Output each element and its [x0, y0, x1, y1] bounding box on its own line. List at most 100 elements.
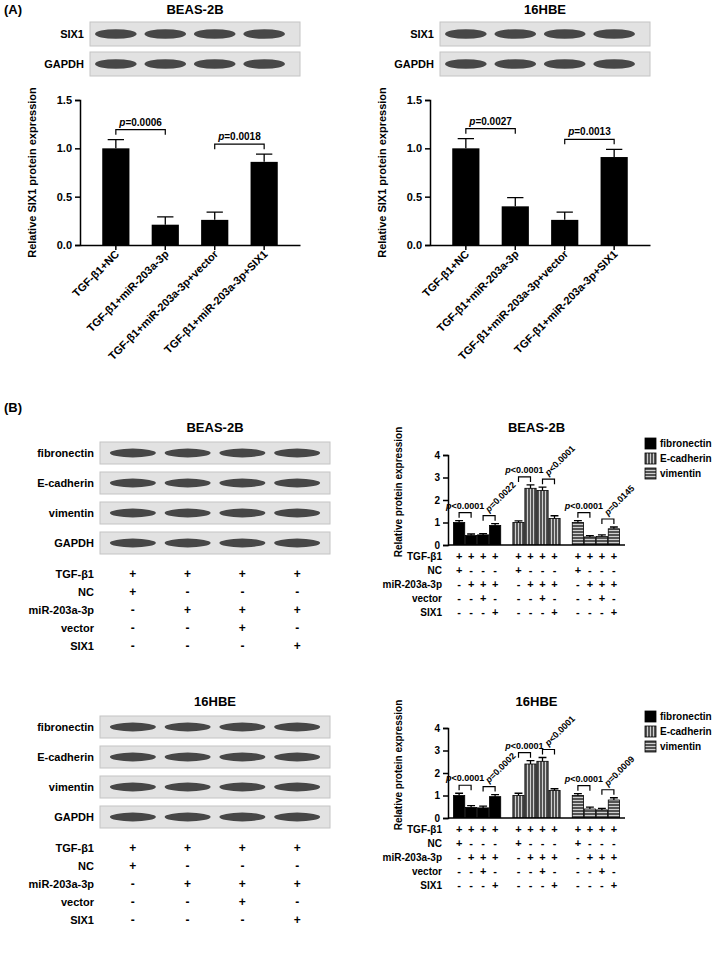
- blot-band: [165, 539, 211, 548]
- condition-sign: -: [295, 621, 299, 635]
- significance-bracket: [602, 790, 614, 795]
- bar: [549, 518, 560, 545]
- blot-band: [194, 59, 236, 69]
- condition-label: vector: [61, 622, 95, 634]
- y-tick-label: 1.0: [407, 142, 422, 154]
- y-tick-mark: [443, 522, 448, 524]
- bar: [152, 225, 179, 245]
- blot-band: [219, 539, 265, 548]
- significance-bracket: [466, 129, 515, 134]
- condition-sign: +: [294, 567, 301, 581]
- condition-sign: +: [527, 550, 533, 562]
- significance-bracket: [483, 516, 495, 521]
- condition-sign: -: [541, 564, 545, 576]
- condition-sign: +: [611, 823, 617, 835]
- condition-sign: +: [515, 564, 521, 576]
- condition-sign: +: [611, 578, 617, 590]
- p-value: <0.0001: [570, 774, 603, 784]
- condition-sign: -: [517, 592, 521, 604]
- condition-sign: -: [541, 837, 545, 849]
- condition-sign: +: [456, 823, 462, 835]
- blot-row: [90, 52, 300, 76]
- blot-band: [219, 723, 265, 732]
- y-tick-mark: [425, 148, 430, 150]
- blot-band: [165, 783, 211, 792]
- condition-sign: -: [612, 592, 616, 604]
- bar: [596, 810, 607, 818]
- blot-label: GAPDH: [44, 58, 84, 70]
- condition-sign: -: [131, 603, 135, 617]
- x-axis-line: [448, 817, 625, 819]
- y-tick: 0: [434, 813, 448, 824]
- condition-sign: +: [294, 841, 301, 855]
- condition-sign: -: [493, 564, 497, 576]
- condition-sign: -: [481, 606, 485, 618]
- condition-label: TGF-β1: [56, 842, 95, 854]
- y-axis-title: Relative protein expression: [393, 700, 404, 831]
- condition-sign: +: [129, 859, 136, 873]
- blot-band: [110, 723, 156, 732]
- condition-sign: -: [481, 837, 485, 849]
- condition-label: NC: [78, 586, 94, 598]
- y-tick-label: 0.0: [57, 239, 72, 251]
- y-axis-line: [425, 101, 431, 246]
- x-tick-label: TGF-β1+miR-203a-3p+SIX1: [512, 248, 620, 356]
- bar: [608, 529, 619, 545]
- significance-bracket: [542, 749, 554, 754]
- condition-sign: +: [294, 913, 301, 927]
- condition-sign: -: [240, 639, 244, 653]
- blot-band: [243, 29, 285, 39]
- error-bar: [557, 212, 573, 220]
- error-bar: [551, 516, 559, 519]
- condition-sign: -: [588, 592, 592, 604]
- y-tick: 0.0: [57, 239, 80, 251]
- x-tick: TGF-β1+miR-203a-3p: [434, 245, 521, 334]
- significance-bracket: [116, 130, 165, 135]
- error-bar: [256, 154, 272, 162]
- blot-row: [100, 746, 330, 768]
- blot-band: [544, 29, 586, 39]
- chart: (B)BEAS-2BfibronectinE-cadherinvimentinG…: [4, 400, 712, 653]
- bar: [453, 796, 464, 819]
- p-value: =0.0013: [574, 126, 611, 137]
- y-tick: 1.5: [57, 94, 80, 106]
- x-tick: TGF-β1+NC: [420, 245, 472, 299]
- chart-title: BEAS-2B: [508, 420, 565, 435]
- condition-sign: -: [481, 564, 485, 576]
- error-bar: [598, 808, 606, 810]
- condition-sign: +: [515, 823, 521, 835]
- blot-label: vimentin: [49, 507, 95, 519]
- x-tick-mark: [165, 245, 167, 250]
- condition-sign: +: [239, 603, 246, 617]
- legend-label: vimentin: [660, 468, 701, 479]
- condition-label: TGF-β1: [407, 824, 442, 835]
- condition-sign: -: [493, 865, 497, 877]
- condition-label: miR-203a-3p: [383, 852, 442, 863]
- error-bar: [515, 793, 523, 795]
- plot-marks: [102, 140, 278, 245]
- y-tick-label: 3: [434, 745, 440, 756]
- condition-sign: +: [551, 606, 557, 618]
- blot-band: [165, 479, 211, 488]
- condition-sign: +: [575, 564, 581, 576]
- blot-band: [445, 29, 487, 39]
- p-value-label: p=0.0027: [468, 116, 512, 127]
- x-tick: TGF-β1+miR-203a-3p: [84, 245, 171, 334]
- condition-sign: -: [131, 639, 135, 653]
- blot-row: [100, 716, 330, 738]
- y-tick-label: 0: [434, 813, 440, 824]
- y-tick-label: 0.5: [407, 191, 422, 203]
- condition-label: vector: [412, 866, 442, 877]
- blot-band: [274, 539, 320, 548]
- y-tick-mark: [75, 148, 80, 150]
- plot-marks: [453, 757, 619, 818]
- condition-label: SIX1: [420, 880, 442, 891]
- error-bar: [586, 536, 594, 537]
- blot-band: [274, 509, 320, 518]
- blot-band: [110, 449, 156, 458]
- condition-sign: -: [240, 913, 244, 927]
- x-tick-mark: [564, 245, 566, 250]
- p-value: =0.0006: [125, 117, 162, 128]
- condition-sign: -: [517, 879, 521, 891]
- condition-sign: -: [600, 606, 604, 618]
